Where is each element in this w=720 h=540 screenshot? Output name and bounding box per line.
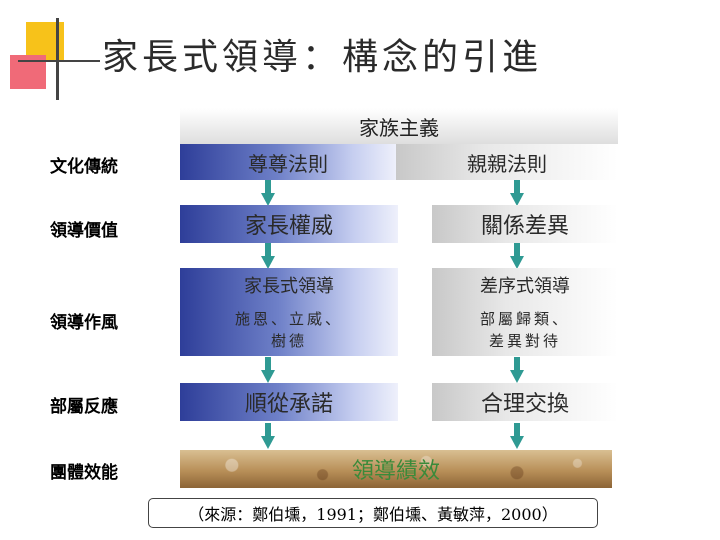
box-patriarchal-authority: 家長權威	[180, 205, 398, 243]
decor-vertical-line	[56, 18, 59, 100]
box-respect-rule: 尊尊法則	[180, 144, 396, 180]
arrow-down-icon	[510, 423, 524, 449]
arrow-down-icon	[510, 357, 524, 383]
box-reasonable-exchange: 合理交換	[432, 383, 618, 421]
row-label-effectiveness: 團體效能	[50, 463, 118, 483]
box-compliance-commitment: 順從承諾	[180, 383, 398, 421]
box-leadership-performance: 領導績效	[180, 450, 612, 488]
differential-title: 差序式領導	[480, 276, 570, 297]
paternalistic-sub-1: 施恩、立威、	[234, 310, 343, 328]
paternalistic-title: 家長式領導	[244, 276, 334, 297]
arrow-down-icon	[261, 357, 275, 383]
decor-horizontal-line	[18, 60, 100, 62]
arrow-down-icon	[261, 243, 275, 269]
paternalistic-sub-2: 樹德	[270, 332, 307, 350]
row-label-response: 部屬反應	[50, 397, 118, 417]
box-differential-leadership: 差序式領導 部屬歸類、 差異對待	[432, 268, 618, 356]
arrow-down-icon	[510, 243, 524, 269]
row-label-style: 領導作風	[50, 313, 118, 333]
box-paternalistic-leadership: 家長式領導 施恩、立威、 樹德	[180, 268, 398, 356]
differential-sub-1: 部屬歸類、	[479, 310, 570, 328]
source-citation: （來源：鄭伯壎，1991；鄭伯壎、黃敏萍，2000）	[148, 498, 598, 528]
arrow-down-icon	[510, 180, 524, 206]
row-label-values: 領導價值	[50, 221, 118, 241]
arrow-down-icon	[261, 423, 275, 449]
box-kinship-rule: 親親法則	[396, 144, 618, 180]
differential-sub-2: 差異對待	[488, 332, 561, 350]
arrow-down-icon	[261, 180, 275, 206]
page-title: 家長式領導：構念的引進	[102, 37, 543, 78]
header-familism: 家族主義	[180, 108, 618, 144]
box-relational-difference: 關係差異	[432, 205, 618, 243]
row-label-culture: 文化傳統	[50, 157, 118, 177]
